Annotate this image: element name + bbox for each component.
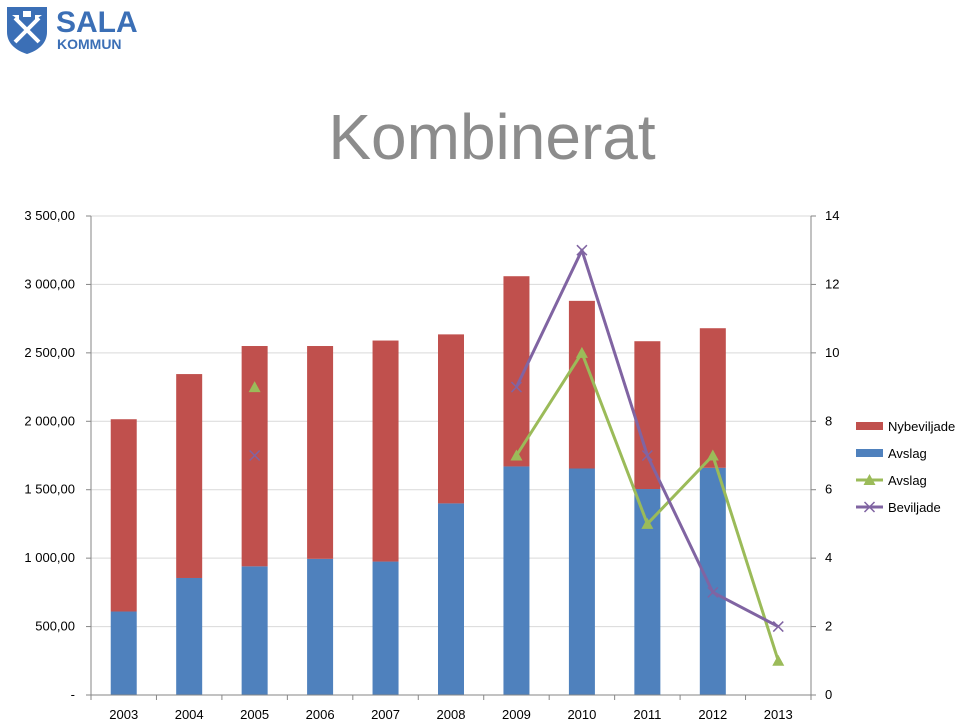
x-tick-label: 2012 (698, 707, 727, 722)
logo-text-kommun: KOMMUN (57, 36, 122, 52)
x-tick-label: 2010 (567, 707, 596, 722)
legend: Nybeviljade Avslag Avslag Beviljade (856, 419, 955, 515)
x-tick-label: 2013 (764, 707, 793, 722)
bar-avslag (307, 558, 334, 695)
marker-triangle (772, 654, 785, 666)
bar-nybeviljade (699, 328, 726, 468)
legend-label: Beviljade (888, 500, 941, 515)
bar-nybeviljade (176, 374, 203, 578)
bar-avslag (568, 468, 595, 695)
line-layer (248, 244, 785, 666)
marker-x (772, 621, 784, 633)
legend-label: Avslag (888, 473, 927, 488)
y-left-tick-label: 2 500,00 (24, 345, 75, 360)
y-right-tick-label: 4 (825, 550, 832, 565)
marker-triangle (706, 449, 719, 461)
marker-triangle (641, 517, 654, 529)
marker-x (641, 449, 653, 462)
x-tick-label: 2006 (306, 707, 335, 722)
marker-triangle (575, 346, 588, 358)
y-right-tick-label: 10 (825, 345, 839, 360)
bar-avslag (438, 503, 464, 695)
legend-marker-triangle (863, 474, 876, 485)
logo-text-sala: SALA (56, 6, 138, 39)
bar-avslag (110, 611, 137, 695)
marker-triangle (510, 449, 523, 461)
x-tick-label: 2004 (175, 707, 204, 722)
y-left-tick-label: 2 000,00 (24, 413, 75, 428)
y-right-tick-label: 8 (825, 413, 832, 428)
y-right-tick-label: 2 (825, 619, 832, 634)
y-right-tick-label: 14 (825, 208, 839, 223)
y-left-tick-label: 1 000,00 (24, 550, 75, 565)
axis-layer: - 500,00 1 000,00 1 500,00 2 000,00 2 500,00 3… (24, 208, 839, 722)
y-right-tick-label: 6 (825, 482, 832, 497)
marker-x (576, 244, 588, 256)
marker-triangle (248, 381, 261, 393)
legend-label: Avslag (888, 446, 927, 461)
x-tick-label: 2007 (371, 707, 400, 722)
x-tick-label: 2003 (109, 707, 138, 722)
bar-nybeviljade (438, 334, 464, 504)
marker-x (707, 586, 719, 598)
y-right-tick-label: 0 (825, 687, 832, 702)
y-left-tick-label: 3 500,00 (24, 208, 75, 223)
bar-avslag (372, 561, 399, 695)
bar-avslag (176, 577, 203, 695)
x-tick-label: 2011 (633, 707, 661, 722)
y-right-tick-label: 12 (825, 276, 839, 291)
y-left-tick-label: 1 500,00 (24, 482, 75, 497)
bar-nybeviljade (634, 341, 661, 490)
x-tick-label: 2009 (502, 707, 531, 722)
bar-avslag (699, 467, 726, 695)
bar-nybeviljade (110, 419, 137, 612)
y-left-tick-label: - (71, 687, 75, 702)
chart-title: Kombinerat (328, 101, 656, 173)
marker-x (510, 381, 522, 393)
coat-of-arms-icon (7, 7, 47, 54)
sala-kommun-logo: SALA KOMMUN (4, 4, 138, 60)
legend-swatch (856, 449, 883, 457)
y-left-tick-label: 3 000,00 (24, 276, 75, 291)
bar-nybeviljade (372, 340, 399, 562)
bar-nybeviljade (307, 346, 334, 559)
y-left-tick-label: 500,00 (35, 619, 75, 634)
bar-avslag (503, 466, 530, 695)
bar-nybeviljade (568, 300, 595, 469)
marker-x (249, 449, 261, 462)
x-tick-label: 2008 (437, 707, 466, 722)
legend-marker-x (863, 501, 876, 513)
legend-label: Nybeviljade (888, 419, 955, 434)
bar-avslag (241, 566, 268, 695)
x-tick-label: 2005 (240, 707, 269, 722)
legend-swatch (856, 422, 883, 430)
